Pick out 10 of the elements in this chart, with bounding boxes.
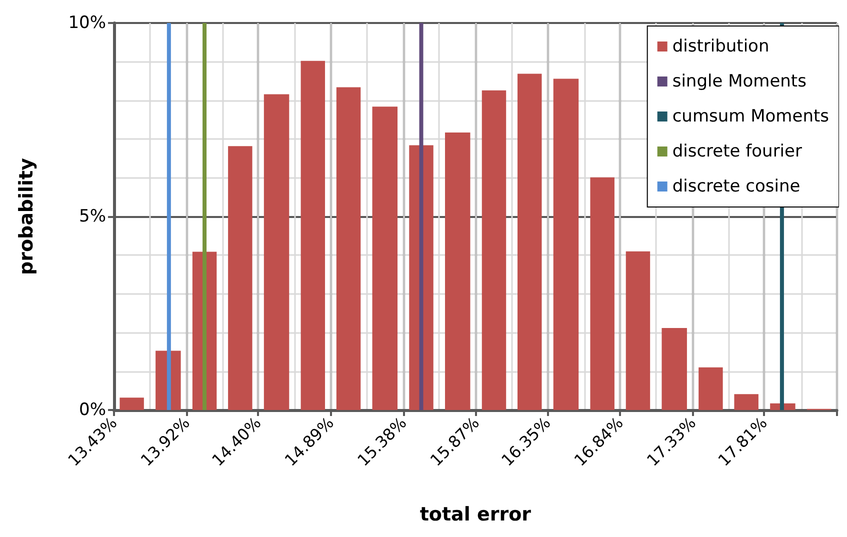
x-axis-title: total error xyxy=(420,504,532,526)
legend-label: single Moments xyxy=(672,72,807,92)
y-tick-label: 0% xyxy=(79,400,106,420)
y-tick-label: 5% xyxy=(79,206,106,226)
legend-label: discrete cosine xyxy=(672,176,800,196)
y-tick-label: 10% xyxy=(68,13,106,33)
legend-label: distribution xyxy=(672,36,770,56)
legend-label: discrete fourier xyxy=(672,142,802,162)
legend-label: cumsum Moments xyxy=(672,106,830,126)
y-axis-title: probability xyxy=(16,157,38,276)
